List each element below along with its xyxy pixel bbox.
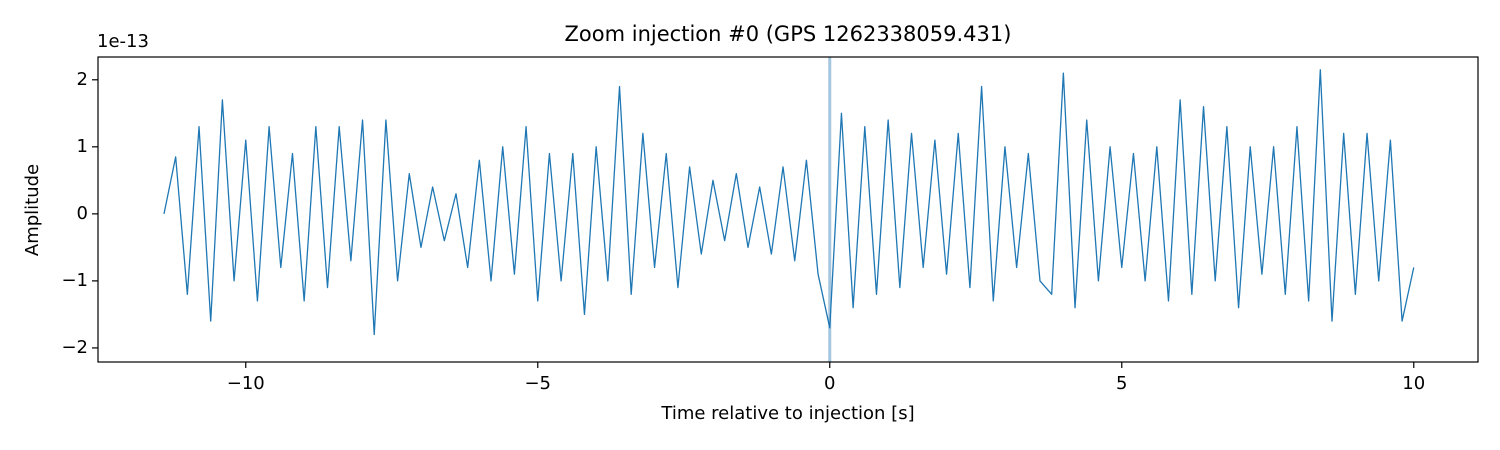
y-tick-label: −1 [61,270,88,291]
y-tick-label: 0 [77,203,88,224]
y-tick-label: 2 [77,69,88,90]
x-tick-label: −5 [524,373,551,394]
y-tick-label: 1 [77,136,88,157]
x-tick-label: 5 [1116,373,1127,394]
signal-line [163,69,1415,336]
x-tick-label: 10 [1402,373,1425,394]
axes-frame [97,56,1479,363]
x-axis-label: Time relative to injection [s] [660,403,914,424]
y-axis-label: Amplitude [22,164,43,256]
y-tick-label: −2 [61,337,88,358]
chart-title: Zoom injection #0 (GPS 1262338059.431) [565,22,1012,46]
x-tick-label: −10 [227,373,265,394]
x-tick-label: 0 [824,373,835,394]
y-offset-label: 1e-13 [97,31,149,52]
